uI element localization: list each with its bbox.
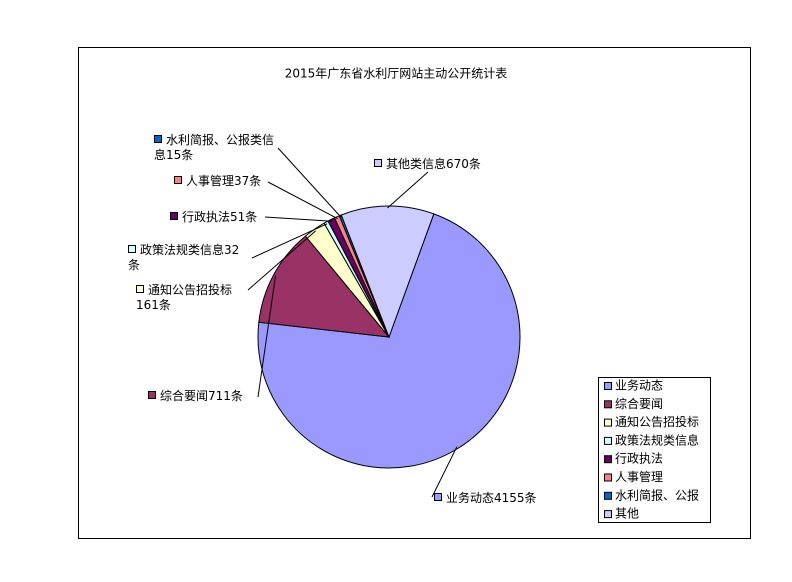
data-label: 水利简报、公报类信息15条	[154, 133, 278, 163]
label-text: 政策法规类信息32条	[128, 243, 240, 272]
legend-label: 政策法规类信息	[615, 432, 699, 447]
label-text: 综合要闻711条	[160, 389, 243, 403]
legend-swatch	[604, 382, 612, 390]
label-swatch	[374, 159, 382, 167]
label-swatch	[154, 135, 162, 143]
legend-label: 通知公告招投标	[615, 414, 699, 429]
leader-line	[267, 181, 338, 220]
legend-label: 水利简报、公报	[615, 487, 699, 502]
chart-title: 2015年广东省水利厅网站主动公开统计表	[285, 67, 508, 81]
legend-swatch	[604, 510, 612, 519]
legend-label: 行政执法	[615, 452, 663, 466]
label-swatch	[128, 245, 136, 253]
pie-slice	[340, 205, 435, 339]
pie-slice	[258, 235, 391, 338]
legend-swatch	[604, 491, 612, 500]
leader-line	[264, 216, 333, 222]
leader-line	[277, 147, 342, 218]
label-text: 其他类信息670条	[386, 157, 481, 171]
data-label: 业务动态4155条	[434, 491, 574, 506]
label-text: 水利简报、公报类信息15条	[154, 133, 275, 162]
legend-swatch	[604, 418, 612, 427]
label-swatch	[170, 212, 178, 220]
leader-line	[247, 230, 316, 291]
data-label: 行政执法51条	[170, 210, 280, 225]
legend-swatch	[604, 473, 612, 482]
legend-label: 其他	[615, 507, 639, 521]
leader-line	[251, 223, 328, 259]
label-text: 人事管理37条	[186, 174, 262, 188]
legend-swatch	[604, 400, 612, 409]
label-swatch	[136, 285, 144, 293]
label-swatch	[174, 176, 182, 184]
data-label: 综合要闻711条	[148, 389, 278, 404]
legend-box	[598, 377, 711, 523]
data-label: 人事管理37条	[174, 174, 284, 189]
label-swatch	[148, 391, 156, 399]
label-swatch	[434, 493, 442, 501]
data-label: 其他类信息670条	[374, 157, 504, 172]
legend-label: 综合要闻	[615, 396, 663, 411]
leader-line	[257, 275, 277, 398]
legend-label: 业务动态	[615, 378, 663, 393]
leader-line	[431, 446, 458, 498]
data-label: 政策法规类信息32条	[128, 243, 250, 273]
label-text: 业务动态4155条	[446, 491, 537, 505]
label-text: 通知公告招投标161条	[136, 283, 233, 312]
leader-line	[387, 171, 429, 209]
label-text: 行政执法51条	[182, 210, 258, 224]
legend-label: 人事管理	[615, 469, 663, 484]
legend-swatch	[604, 455, 612, 464]
pie-slice	[257, 213, 521, 469]
legend-swatch	[604, 436, 612, 445]
data-label: 通知公告招投标161条	[136, 283, 244, 313]
